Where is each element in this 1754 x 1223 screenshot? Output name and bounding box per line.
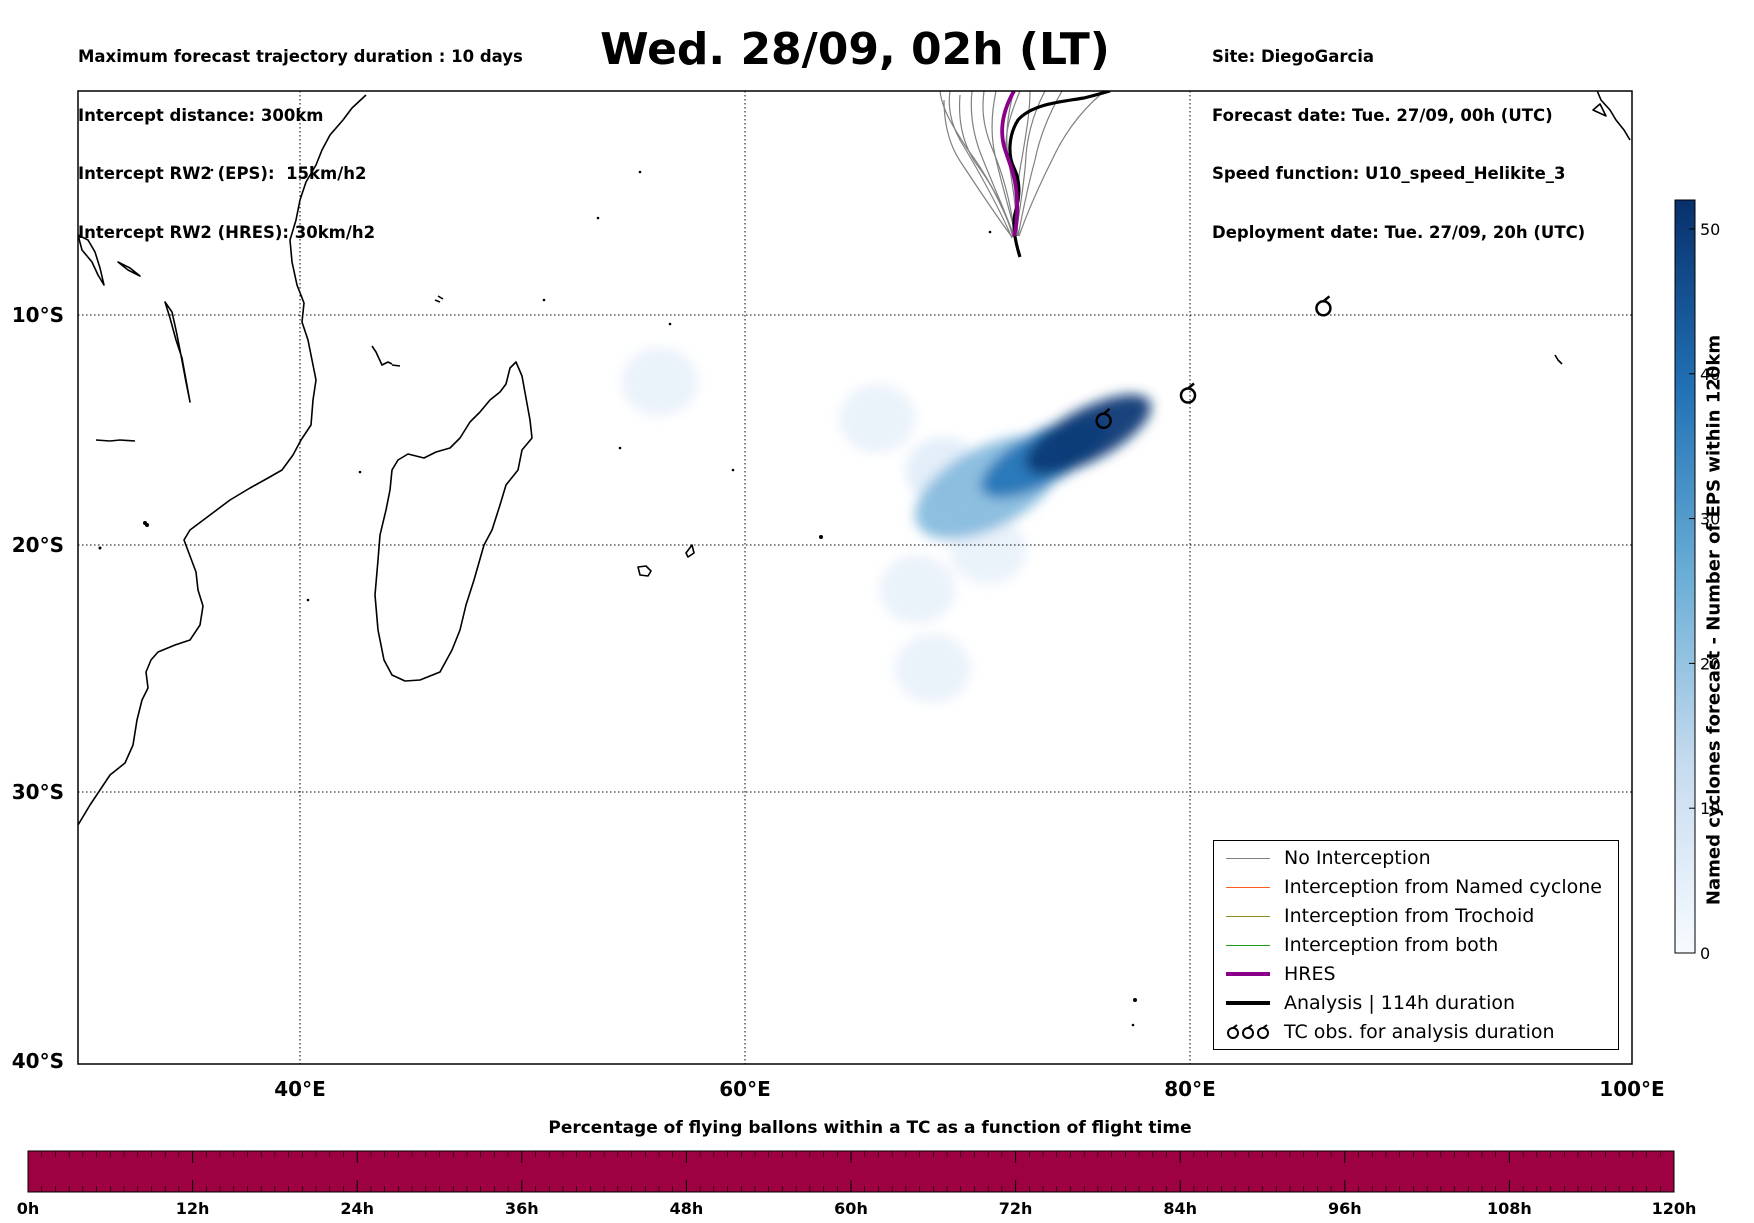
density-layer — [621, 347, 1152, 703]
madagascar-coastline — [374, 361, 533, 682]
tc-observation-marker — [1095, 407, 1112, 430]
legend-item-tc-obs: TC obs. for analysis duration — [1222, 1019, 1617, 1045]
map-frame — [77, 90, 1633, 1065]
header-line-site: Site: DiegoGarcia — [1212, 47, 1375, 66]
tc-obs-layer — [1095, 295, 1332, 430]
legend-item-hres: HRES — [1222, 961, 1617, 987]
header-line-distance: Intercept distance: 300km — [78, 105, 324, 125]
chagos-2 — [1596, 91, 1631, 141]
flight-time-tick-label: 108h — [1487, 1199, 1532, 1218]
colorbar-tick-label: 30 — [1700, 510, 1720, 529]
tc-observation-marker — [1315, 295, 1332, 317]
flight-time-tick-label: 60h — [834, 1199, 868, 1218]
density-blob — [839, 384, 916, 453]
colorbar-tick-label: 50 — [1700, 220, 1720, 239]
colorbar-tick-label: 10 — [1700, 799, 1720, 818]
legend-swatch — [1226, 972, 1270, 976]
mauritius — [685, 544, 695, 558]
island-left — [164, 301, 191, 403]
hres-track — [1000, 91, 1020, 237]
legend-swatch — [1226, 887, 1270, 888]
lon-labels: 40°E 60°E 80°E 100°E — [274, 1077, 1664, 1101]
density-blob — [1025, 394, 1152, 475]
legend-swatch — [1226, 858, 1270, 859]
density-blob — [621, 347, 698, 416]
flight-time-tick-label: 48h — [670, 1199, 704, 1218]
island-far-right — [1592, 103, 1607, 117]
lat-label-20s: 20°S — [12, 533, 64, 557]
density-blob — [879, 555, 956, 624]
flight-time-ticks: 0h 12h 24h 36h 48h 60h 72h 84h 96h 108h 120h — [17, 1151, 1697, 1218]
header-line-rw2-eps: Intercept RW2 (EPS): 15km/h2 — [78, 164, 367, 183]
colorbar-tick-label: 40 — [1700, 365, 1720, 384]
africa-coastline — [78, 94, 367, 826]
flight-time-tick-label: 24h — [340, 1199, 374, 1218]
density-blob — [894, 634, 971, 703]
flight-time-tick-label: 120h — [1652, 1199, 1697, 1218]
small-island-dots — [98, 168, 1137, 1027]
island-small-2 — [95, 439, 136, 442]
reunion — [637, 565, 652, 577]
lon-label-80e: 80°E — [1164, 1077, 1216, 1101]
flight-time-tick-label: 36h — [505, 1199, 539, 1218]
gridlines — [78, 91, 1632, 1064]
colorbar-tick-label: 20 — [1700, 654, 1720, 673]
colorbar-tick-label: 0 — [1700, 944, 1710, 963]
legend-item-both: Interception from both — [1222, 932, 1617, 958]
legend-item-analysis: Analysis | 114h duration — [1222, 990, 1617, 1016]
flight-time-tick-label: 72h — [999, 1199, 1033, 1218]
legend-swatch — [1226, 945, 1270, 946]
coastlines — [78, 91, 1631, 826]
header-line-deployment-date: Deployment date: Tue. 27/09, 20h (UTC) — [1212, 222, 1586, 242]
lat-labels: 10°S 20°S 30°S 40°S — [12, 303, 64, 1073]
tc-symbol-icon — [1227, 1024, 1269, 1039]
lat-label-40s: 40°S — [12, 1049, 64, 1073]
flight-time-tick-label: 12h — [176, 1199, 210, 1218]
legend-item-no-interception: No Interception — [1222, 845, 1617, 871]
flight-time-tick-label: 0h — [17, 1199, 40, 1218]
legend-item-trochoid: Interception from Trochoid — [1222, 903, 1617, 929]
chagos-1 — [1554, 354, 1563, 365]
flight-time-tick-label: 96h — [1328, 1199, 1362, 1218]
seychelles — [434, 295, 444, 303]
colorbar-ticks: 0 10 20 30 40 50 — [1689, 220, 1720, 963]
header-line-speed-function: Speed function: U10_speed_Helikite_3 — [1212, 164, 1566, 183]
island-small-1 — [117, 261, 141, 277]
colorbar — [1674, 199, 1696, 954]
tc-observation-marker — [1179, 382, 1197, 404]
lon-label-60e: 60°E — [719, 1077, 771, 1101]
lat-label-10s: 10°S — [12, 303, 64, 327]
comoros — [371, 345, 401, 367]
lon-label-100e: 100°E — [1599, 1077, 1664, 1101]
legend: No Interception Interception from Named … — [1213, 840, 1619, 1050]
colorbar-label: Named cyclones forecast - Number of EPS … — [1703, 334, 1725, 906]
legend-item-named-cyclone: Interception from Named cyclone — [1222, 874, 1617, 900]
legend-swatch — [1226, 1001, 1270, 1005]
lat-label-30s: 30°S — [12, 780, 64, 804]
header-line-duration: Maximum forecast trajectory duration : 1… — [78, 47, 523, 66]
eps-trajectories — [939, 91, 1101, 239]
lon-label-40e: 40°E — [274, 1077, 326, 1101]
legend-swatch — [1226, 916, 1270, 917]
header-left: Maximum forecast trajectory duration : 1… — [78, 8, 523, 262]
somalia-horn — [78, 234, 105, 286]
header-line-forecast-date: Forecast date: Tue. 27/09, 00h (UTC) — [1212, 105, 1553, 125]
main-title: Wed. 28/09, 02h (LT) — [600, 24, 1110, 75]
flight-time-tick-label: 84h — [1163, 1199, 1197, 1218]
header-line-rw2-hres: Intercept RW2 (HRES): 30km/h2 — [78, 222, 376, 242]
header-right: Site: DiegoGarcia Forecast date: Tue. 27… — [1212, 8, 1585, 262]
flight-time-bar-title: Percentage of flying ballons within a TC… — [548, 1118, 1192, 1138]
